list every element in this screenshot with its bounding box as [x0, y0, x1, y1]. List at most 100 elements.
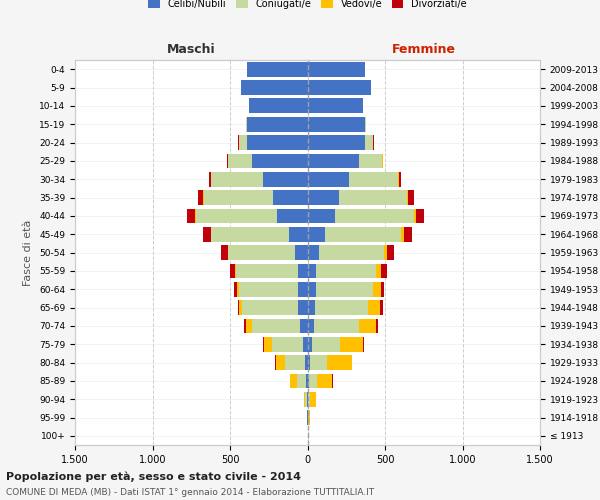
Bar	[310, 392, 316, 406]
Bar	[211, 227, 289, 242]
Bar	[319, 245, 384, 260]
Bar	[308, 355, 310, 370]
Bar	[308, 135, 365, 150]
Bar	[340, 337, 364, 351]
Bar	[308, 374, 309, 388]
Bar	[247, 135, 308, 150]
Bar	[308, 245, 319, 260]
Bar	[239, 300, 242, 315]
Bar	[195, 208, 196, 223]
Bar	[308, 117, 365, 132]
Bar	[241, 80, 308, 95]
Bar	[229, 154, 252, 168]
Bar	[289, 227, 308, 242]
Bar	[316, 282, 373, 296]
Bar	[203, 227, 211, 242]
Bar	[315, 300, 368, 315]
Bar	[308, 300, 315, 315]
Bar	[308, 190, 338, 205]
Bar	[308, 172, 349, 186]
Bar	[247, 62, 308, 76]
Bar	[296, 374, 306, 388]
Bar	[308, 318, 314, 333]
Bar	[264, 337, 272, 351]
Bar	[285, 355, 305, 370]
Bar	[263, 337, 264, 351]
Bar	[305, 392, 307, 406]
Bar	[307, 392, 308, 406]
Bar	[381, 264, 386, 278]
Bar	[272, 337, 303, 351]
Bar	[252, 318, 300, 333]
Bar	[252, 154, 308, 168]
Bar	[312, 337, 340, 351]
Bar	[244, 318, 245, 333]
Bar	[365, 135, 373, 150]
Bar	[275, 355, 276, 370]
Bar	[310, 355, 327, 370]
Text: Maschi: Maschi	[167, 43, 215, 56]
Bar	[290, 374, 296, 388]
Bar	[277, 208, 308, 223]
Bar	[305, 355, 308, 370]
Bar	[306, 374, 308, 388]
Bar	[239, 135, 247, 150]
Bar	[382, 154, 383, 168]
Bar	[314, 318, 359, 333]
Bar	[308, 154, 359, 168]
Bar	[203, 190, 274, 205]
Bar	[298, 282, 308, 296]
Bar	[234, 282, 237, 296]
Bar	[238, 300, 239, 315]
Bar	[316, 264, 376, 278]
Bar	[237, 282, 239, 296]
Bar	[399, 172, 401, 186]
Bar	[274, 190, 308, 205]
Bar	[376, 264, 381, 278]
Bar	[381, 282, 384, 296]
Bar	[408, 190, 413, 205]
Bar	[388, 245, 394, 260]
Bar	[404, 227, 412, 242]
Bar	[230, 264, 235, 278]
Bar	[308, 208, 335, 223]
Bar	[325, 227, 401, 242]
Bar	[196, 208, 277, 223]
Bar	[308, 98, 364, 113]
Bar	[227, 245, 229, 260]
Bar	[298, 300, 308, 315]
Bar	[235, 264, 236, 278]
Bar	[295, 245, 308, 260]
Bar	[335, 208, 413, 223]
Bar	[327, 355, 352, 370]
Bar	[308, 410, 310, 425]
Bar	[236, 264, 298, 278]
Bar	[413, 208, 416, 223]
Bar	[332, 374, 333, 388]
Bar	[246, 117, 247, 132]
Bar	[304, 392, 305, 406]
Bar	[308, 337, 312, 351]
Text: Femmine: Femmine	[392, 43, 456, 56]
Bar	[276, 355, 285, 370]
Bar	[338, 190, 407, 205]
Bar	[401, 227, 404, 242]
Bar	[407, 190, 408, 205]
Bar	[209, 172, 211, 186]
Bar	[373, 282, 381, 296]
Bar	[376, 318, 378, 333]
Bar	[300, 318, 308, 333]
Legend: Celibi/Nubili, Coniugati/e, Vedovi/e, Divorziati/e: Celibi/Nubili, Coniugati/e, Vedovi/e, Di…	[144, 0, 471, 14]
Bar	[211, 172, 263, 186]
Bar	[384, 245, 388, 260]
Bar	[349, 172, 398, 186]
Bar	[229, 245, 295, 260]
Y-axis label: Fasce di età: Fasce di età	[23, 220, 34, 286]
Bar	[308, 392, 310, 406]
Bar	[227, 154, 229, 168]
Bar	[247, 117, 308, 132]
Bar	[187, 208, 195, 223]
Bar	[248, 98, 308, 113]
Bar	[239, 282, 298, 296]
Bar	[308, 227, 325, 242]
